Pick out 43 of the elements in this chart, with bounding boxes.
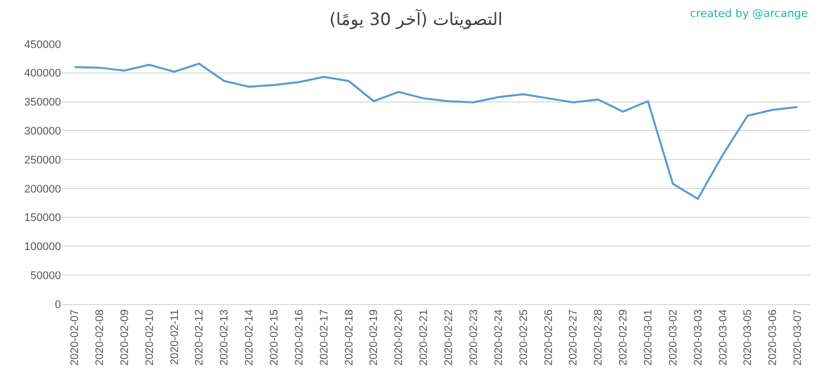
y-tick-label: 100000 [24,241,61,254]
y-tick-label: 300000 [24,126,61,138]
x-tick-label: 2020-03-07 [792,309,804,366]
y-tick-label: 250000 [24,154,61,166]
x-tick-label: 2020-03-04 [717,309,730,366]
x-tick-label: 2020-03-02 [667,309,680,366]
x-tick-label: 2020-02-12 [194,309,206,366]
x-tick-label: 2020-02-23 [468,309,480,366]
x-tick-label: 2020-03-01 [642,309,655,366]
x-tick-label: 2020-02-29 [618,309,630,366]
text: created by @arcange [690,7,808,20]
y-tick-label: 450000 [24,38,61,51]
x-tick-label: 2020-03-03 [692,309,704,366]
x-tick-label: 2020-02-17 [318,309,330,366]
x-tick-label: 2020-02-28 [592,309,605,366]
y-tick-label: 350000 [24,96,61,109]
x-tick-label: 2020-02-16 [293,309,306,366]
y-tick-label: 150000 [24,212,61,224]
x-tick-label: 2020-02-22 [443,309,456,366]
x-tick-label: 2020-02-13 [218,309,231,366]
x-tick-label: 2020-02-24 [492,309,505,366]
x-tick-label: 2020-03-06 [767,309,780,366]
line-series [73,62,799,200]
x-tick-label: 2020-02-14 [244,309,256,366]
x-tick-label: 2020-02-25 [518,309,530,366]
x-tick-label: 2020-02-21 [418,309,430,366]
x-tick-label: 2020-02-27 [568,309,580,366]
x-tick-label: 2020-02-11 [168,309,181,365]
y-tick-label: 400000 [24,68,61,80]
x-tick-label: 2020-02-18 [343,309,356,366]
x-tick-label: 2020-02-09 [118,309,131,366]
x-tick-label: 2020-02-10 [144,309,156,366]
x-tick-label: 2020-02-19 [368,309,380,366]
x-tick-label: 2020-02-15 [268,309,281,366]
x-tick-label: 2020-02-08 [94,309,106,366]
x-tick-label: 2020-02-26 [542,309,555,366]
y-tick-label: 200000 [24,183,61,196]
y-tick-label: 50000 [30,270,61,282]
x-tick-label: 2020-02-07 [69,309,82,366]
x-tick-label: 2020-03-05 [742,309,754,366]
y-tick-label: 0 [54,298,61,311]
chart-title: التصويتات (آخر 30 يومًا) [329,8,503,30]
x-tick-label: 2020-02-20 [393,309,406,366]
